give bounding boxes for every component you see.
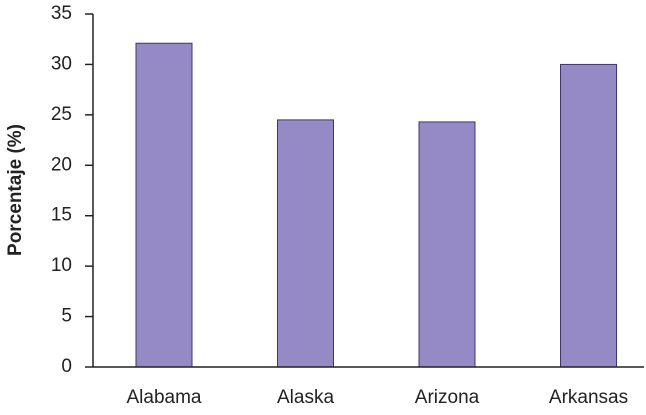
bar — [560, 63, 617, 368]
y-tick-label: 35 — [51, 3, 72, 24]
y-tick-label: 10 — [51, 255, 72, 276]
bar — [277, 119, 334, 368]
y-tick-label: 5 — [61, 306, 72, 327]
bar — [135, 42, 193, 368]
y-tick-label: 15 — [51, 205, 72, 226]
y-tick-label: 30 — [51, 53, 72, 74]
y-tick-label: 25 — [51, 104, 72, 125]
y-tick-label: 0 — [61, 356, 72, 377]
x-tick-label: Arkansas — [549, 387, 628, 408]
y-tick-label: 20 — [51, 154, 72, 175]
x-tick-label: Alabama — [127, 387, 202, 408]
bar — [418, 121, 476, 368]
x-tick-label: Arizona — [415, 387, 480, 408]
x-tick-label: Alaska — [277, 387, 334, 408]
y-axis-label: Porcentaje (%) — [5, 124, 26, 256]
